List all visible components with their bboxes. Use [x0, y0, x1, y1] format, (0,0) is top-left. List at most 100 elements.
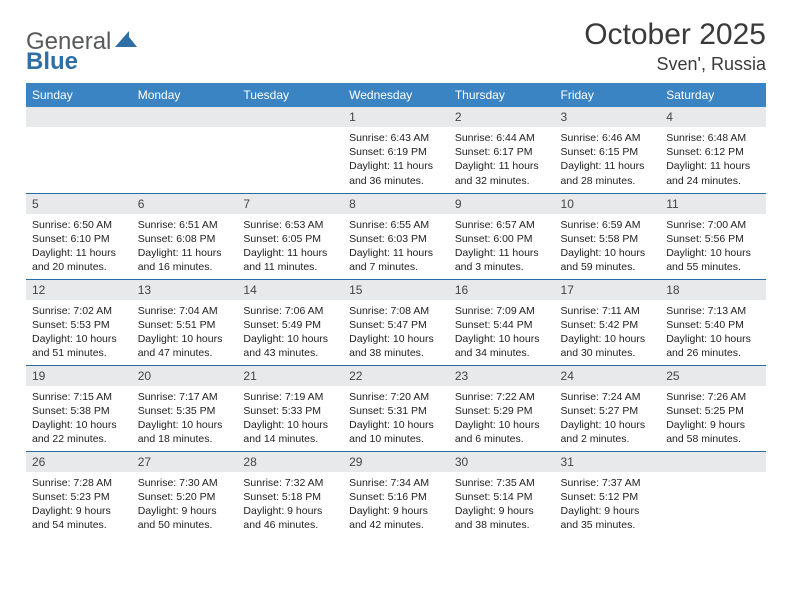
day-details: Sunrise: 7:15 AMSunset: 5:38 PMDaylight:… — [26, 386, 132, 449]
daylight-text2: and 36 minutes. — [349, 174, 443, 188]
day-number: 5 — [26, 194, 132, 214]
sunset-text: Sunset: 5:20 PM — [138, 490, 232, 504]
sunrise-text: Sunrise: 7:17 AM — [138, 390, 232, 404]
daylight-text: Daylight: 9 hours — [243, 504, 337, 518]
calendar-row: 12Sunrise: 7:02 AMSunset: 5:53 PMDayligh… — [26, 279, 766, 365]
calendar-cell: 23Sunrise: 7:22 AMSunset: 5:29 PMDayligh… — [449, 365, 555, 451]
sunset-text: Sunset: 5:40 PM — [666, 318, 760, 332]
calendar-cell: 2Sunrise: 6:44 AMSunset: 6:17 PMDaylight… — [449, 107, 555, 193]
sunrise-text: Sunrise: 7:20 AM — [349, 390, 443, 404]
sunset-text: Sunset: 6:19 PM — [349, 145, 443, 159]
day-details: Sunrise: 6:55 AMSunset: 6:03 PMDaylight:… — [343, 214, 449, 277]
weekday-header: Sunday — [26, 83, 132, 107]
day-details: Sunrise: 7:26 AMSunset: 5:25 PMDaylight:… — [660, 386, 766, 449]
daylight-text: Daylight: 9 hours — [349, 504, 443, 518]
calendar-cell: 8Sunrise: 6:55 AMSunset: 6:03 PMDaylight… — [343, 193, 449, 279]
sunset-text: Sunset: 5:53 PM — [32, 318, 126, 332]
day-number: 10 — [555, 194, 661, 214]
daylight-text: Daylight: 10 hours — [666, 332, 760, 346]
sunset-text: Sunset: 5:31 PM — [349, 404, 443, 418]
sunset-text: Sunset: 5:27 PM — [561, 404, 655, 418]
daylight-text2: and 3 minutes. — [455, 260, 549, 274]
sunset-text: Sunset: 6:00 PM — [455, 232, 549, 246]
sunrise-text: Sunrise: 7:34 AM — [349, 476, 443, 490]
day-number: 8 — [343, 194, 449, 214]
day-details: Sunrise: 7:22 AMSunset: 5:29 PMDaylight:… — [449, 386, 555, 449]
daylight-text2: and 50 minutes. — [138, 518, 232, 532]
calendar-cell: 18Sunrise: 7:13 AMSunset: 5:40 PMDayligh… — [660, 279, 766, 365]
sunset-text: Sunset: 6:12 PM — [666, 145, 760, 159]
calendar-cell: 12Sunrise: 7:02 AMSunset: 5:53 PMDayligh… — [26, 279, 132, 365]
daylight-text: Daylight: 10 hours — [561, 418, 655, 432]
daylight-text2: and 42 minutes. — [349, 518, 443, 532]
day-details: Sunrise: 7:24 AMSunset: 5:27 PMDaylight:… — [555, 386, 661, 449]
daylight-text: Daylight: 11 hours — [349, 159, 443, 173]
day-number: 24 — [555, 366, 661, 386]
sunset-text: Sunset: 6:03 PM — [349, 232, 443, 246]
weekday-header-row: Sunday Monday Tuesday Wednesday Thursday… — [26, 83, 766, 107]
day-number: 9 — [449, 194, 555, 214]
calendar-cell: 9Sunrise: 6:57 AMSunset: 6:00 PMDaylight… — [449, 193, 555, 279]
sunrise-text: Sunrise: 7:00 AM — [666, 218, 760, 232]
sunrise-text: Sunrise: 7:09 AM — [455, 304, 549, 318]
daylight-text2: and 24 minutes. — [666, 174, 760, 188]
day-details: Sunrise: 7:13 AMSunset: 5:40 PMDaylight:… — [660, 300, 766, 363]
sunset-text: Sunset: 5:47 PM — [349, 318, 443, 332]
sunset-text: Sunset: 5:51 PM — [138, 318, 232, 332]
sunset-text: Sunset: 5:18 PM — [243, 490, 337, 504]
daylight-text2: and 59 minutes. — [561, 260, 655, 274]
sunrise-text: Sunrise: 7:04 AM — [138, 304, 232, 318]
day-details: Sunrise: 7:19 AMSunset: 5:33 PMDaylight:… — [237, 386, 343, 449]
calendar-cell — [237, 107, 343, 193]
calendar-row: 5 Sunrise: 6:50 AMSunset: 6:10 PM Daylight… — [26, 193, 766, 279]
daylight-text2: and 20 minutes. — [32, 260, 126, 274]
sunrise-text: Sunrise: 6:44 AM — [455, 131, 549, 145]
sunset-text: Sunset: 6:15 PM — [561, 145, 655, 159]
day-number: 19 — [26, 366, 132, 386]
sunrise-text: Sunrise: 7:19 AM — [243, 390, 337, 404]
sunset-text: Sunset: 5:35 PM — [138, 404, 232, 418]
daylight-text2: and 14 minutes. — [243, 432, 337, 446]
sunset-text: Sunset: 5:33 PM — [243, 404, 337, 418]
daylight-text: Daylight: 10 hours — [561, 246, 655, 260]
daylight-text2: and 38 minutes. — [349, 346, 443, 360]
daylight-text: Daylight: 9 hours — [455, 504, 549, 518]
calendar-cell: 16Sunrise: 7:09 AMSunset: 5:44 PMDayligh… — [449, 279, 555, 365]
day-number: 17 — [555, 280, 661, 300]
calendar-cell: 17Sunrise: 7:11 AMSunset: 5:42 PMDayligh… — [555, 279, 661, 365]
sunrise-text: Sunrise: 7:22 AM — [455, 390, 549, 404]
calendar-cell: 10Sunrise: 6:59 AMSunset: 5:58 PMDayligh… — [555, 193, 661, 279]
daylight-text: Daylight: 9 hours — [666, 418, 760, 432]
day-number: 29 — [343, 452, 449, 472]
daylight-text2: and 16 minutes. — [138, 260, 232, 274]
daylight-text: Daylight: 10 hours — [666, 246, 760, 260]
day-details: Sunrise: 7:00 AMSunset: 5:56 PMDaylight:… — [660, 214, 766, 277]
title-block: October 2025 Sven', Russia — [584, 18, 766, 75]
daylight-text: Daylight: 10 hours — [349, 332, 443, 346]
day-number: 6 — [132, 194, 238, 214]
daylight-text2: and 6 minutes. — [455, 432, 549, 446]
sunrise-text: Sunrise: 7:11 AM — [561, 304, 655, 318]
calendar-cell: 31Sunrise: 7:37 AMSunset: 5:12 PMDayligh… — [555, 451, 661, 537]
calendar-row: 26Sunrise: 7:28 AMSunset: 5:23 PMDayligh… — [26, 451, 766, 537]
daylight-text: Daylight: 11 hours — [455, 159, 549, 173]
day-number: 7 — [237, 194, 343, 214]
daylight-text: Daylight: 10 hours — [561, 332, 655, 346]
header: General October 2025 Sven', Russia — [26, 18, 766, 75]
daylight-text: Daylight: 10 hours — [455, 418, 549, 432]
day-details: Sunrise: 6:51 AMSunset: 6:08 PMDaylight:… — [132, 214, 238, 277]
day-details: Sunrise: 6:43 AMSunset: 6:19 PMDaylight:… — [343, 127, 449, 190]
daylight-text2: and 26 minutes. — [666, 346, 760, 360]
sunrise-text: Sunrise: 6:53 AM — [243, 218, 337, 232]
sunrise-text: Sunrise: 7:15 AM — [32, 390, 126, 404]
day-details: Sunrise: 7:28 AMSunset: 5:23 PMDaylight:… — [26, 472, 132, 535]
day-number: 14 — [237, 280, 343, 300]
daylight-text: Daylight: 11 hours — [138, 246, 232, 260]
sunrise-text: Sunrise: 6:51 AM — [138, 218, 232, 232]
sunrise-text: Sunrise: 6:50 AM — [32, 218, 126, 232]
weekday-header: Saturday — [660, 83, 766, 107]
calendar-cell: 13Sunrise: 7:04 AMSunset: 5:51 PMDayligh… — [132, 279, 238, 365]
daylight-text2: and 2 minutes. — [561, 432, 655, 446]
sunset-text: Sunset: 6:10 PM — [32, 232, 126, 246]
calendar-cell: 22Sunrise: 7:20 AMSunset: 5:31 PMDayligh… — [343, 365, 449, 451]
